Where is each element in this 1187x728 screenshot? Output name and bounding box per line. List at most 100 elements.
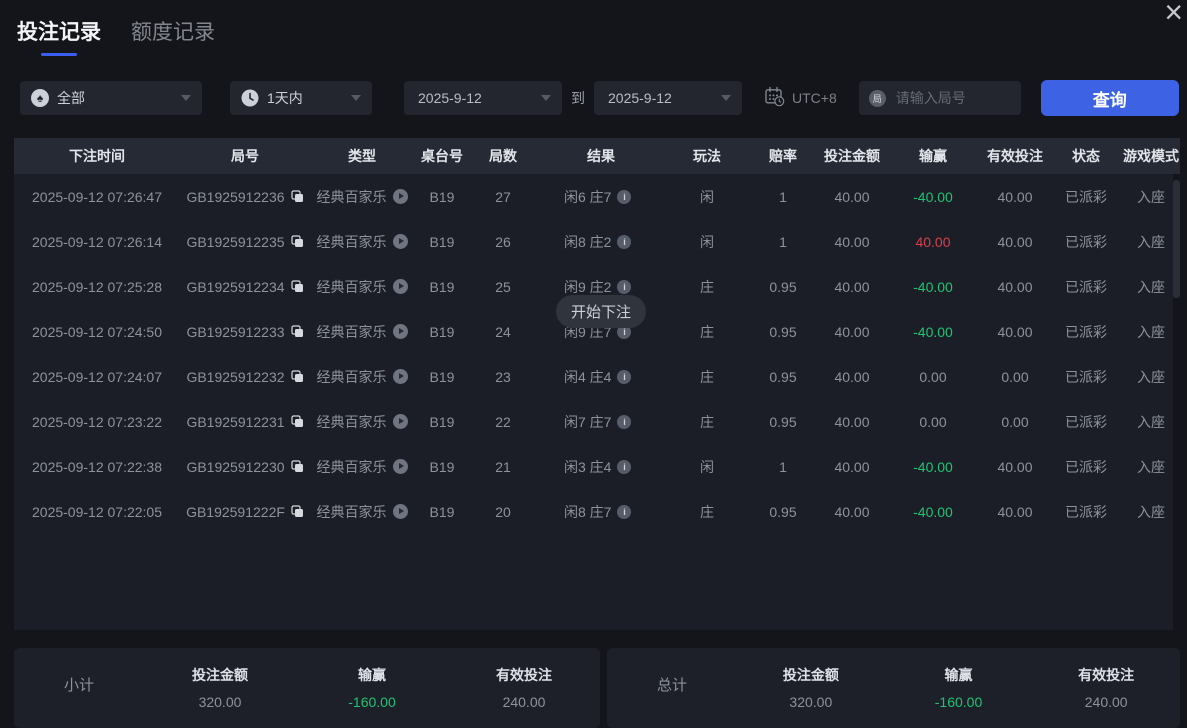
table-row: 2025-09-12 07:22:05 GB192591222F 经典百家乐 B…	[14, 489, 1180, 534]
status: 已派彩	[1065, 323, 1107, 340]
game-type: 经典百家乐	[316, 323, 387, 340]
info-icon[interactable]: i	[617, 279, 632, 294]
info-icon[interactable]: i	[617, 234, 632, 249]
video-replay-icon[interactable]	[392, 279, 408, 294]
odds: 0.95	[769, 368, 797, 385]
game-type-cell: 经典百家乐	[310, 277, 414, 297]
round-search-input[interactable]	[893, 89, 1008, 107]
date-from-picker[interactable]: 2025-9-12	[404, 81, 562, 115]
video-replay-icon[interactable]	[392, 459, 408, 474]
video-replay-icon[interactable]	[392, 369, 408, 384]
tab-bet-records[interactable]: 投注记录	[17, 16, 101, 56]
copy-icon[interactable]	[291, 505, 304, 518]
game-type: 经典百家乐	[316, 188, 387, 205]
copy-icon[interactable]	[290, 190, 304, 203]
column-header: 下注时间	[69, 148, 125, 164]
tab-quota-records[interactable]: 额度记录	[131, 16, 215, 46]
active-tab-underline	[41, 53, 77, 56]
time-range-select[interactable]: 1天内	[230, 81, 372, 115]
round-id-cell: GB1925912231	[180, 414, 310, 430]
round-id: GB1925912230	[186, 458, 285, 475]
scrollbar-track[interactable]	[1173, 174, 1180, 630]
round-id-cell: GB1925912236	[180, 189, 310, 205]
video-replay-icon[interactable]	[392, 504, 408, 519]
game-type: 经典百家乐	[316, 458, 387, 475]
info-icon[interactable]: i	[617, 414, 632, 429]
info-icon[interactable]: i	[617, 369, 632, 384]
winloss-amount: -40.00	[913, 503, 953, 520]
bet-amount: 40.00	[834, 188, 870, 205]
bet-time: 2025-09-12 07:24:50	[32, 323, 162, 340]
timezone-group: UTC+8	[764, 86, 837, 110]
game-type: 经典百家乐	[316, 278, 387, 295]
video-replay-icon[interactable]	[392, 414, 408, 429]
table-row: 2025-09-12 07:22:38 GB1925912230 经典百家乐 B…	[14, 444, 1180, 489]
winloss-amount: 0.00	[919, 368, 947, 385]
result-text: 闲6 庄7	[564, 188, 612, 205]
copy-icon[interactable]	[290, 325, 304, 338]
table-row: 2025-09-12 07:26:14 GB1925912235 经典百家乐 B…	[14, 219, 1180, 264]
subtotal-winloss-label: 输赢	[358, 667, 386, 683]
odds: 1	[779, 458, 787, 475]
copy-icon[interactable]	[290, 370, 304, 383]
subtotal-valid-bet-value: 240.00	[502, 694, 546, 710]
video-replay-icon[interactable]	[392, 324, 408, 339]
round-id-cell: GB1925912233	[180, 324, 310, 340]
tab-bar: 投注记录 额度记录	[17, 16, 215, 56]
copy-icon[interactable]	[290, 280, 304, 293]
date-from-value: 2025-9-12	[418, 90, 482, 106]
game-type-cell: 经典百家乐	[310, 367, 414, 387]
status: 已派彩	[1065, 368, 1107, 385]
bet-time: 2025-09-12 07:22:05	[32, 503, 162, 520]
info-icon[interactable]: i	[617, 189, 632, 204]
total-panel: 总计 投注金额 320.00 输赢 -160.00 有效投注 240.00	[607, 648, 1180, 728]
close-icon[interactable]: ×	[1164, 0, 1183, 30]
game-number: 24	[495, 323, 511, 340]
column-header: 结果	[587, 148, 615, 164]
play-type: 闲	[700, 188, 714, 205]
date-to-picker[interactable]: 2025-9-12	[594, 81, 742, 115]
winloss-amount: -40.00	[913, 278, 953, 295]
info-icon[interactable]: i	[617, 324, 632, 339]
copy-icon[interactable]	[290, 415, 304, 428]
game-number: 21	[495, 458, 511, 475]
round-id: GB1925912231	[186, 413, 285, 430]
table-number: B19	[429, 413, 455, 430]
column-header: 有效投注	[987, 148, 1043, 164]
round-id-cell: GB192591222F	[180, 504, 310, 520]
info-icon[interactable]: i	[617, 459, 632, 474]
subtotal-bet-amount-label: 投注金额	[192, 667, 248, 683]
bet-amount: 40.00	[834, 278, 870, 295]
valid-bet: 40.00	[997, 233, 1033, 250]
play-type: 闲	[700, 458, 714, 475]
status: 已派彩	[1065, 413, 1107, 430]
game-type-cell: 经典百家乐	[310, 502, 414, 522]
copy-icon[interactable]	[290, 460, 304, 473]
table-row: 2025-09-12 07:24:50 GB1925912233 经典百家乐 B…	[14, 309, 1180, 354]
status: 已派彩	[1065, 458, 1107, 475]
bet-time: 2025-09-12 07:25:28	[32, 278, 162, 295]
valid-bet: 0.00	[1001, 413, 1029, 430]
winloss-amount: -40.00	[913, 188, 953, 205]
column-header: 投注金额	[824, 148, 880, 164]
table-number: B19	[429, 323, 455, 340]
game-type-select[interactable]: ♠ 全部	[20, 81, 202, 115]
game-mode: 入座	[1137, 323, 1165, 340]
status: 已派彩	[1065, 233, 1107, 250]
video-replay-icon[interactable]	[392, 189, 408, 204]
valid-bet: 40.00	[997, 278, 1033, 295]
info-icon[interactable]: i	[617, 504, 632, 519]
subtotal-panel: 小计 投注金额 320.00 输赢 -160.00 有效投注 240.00	[14, 648, 600, 728]
bet-amount: 40.00	[834, 323, 870, 340]
winloss-amount: 40.00	[915, 233, 951, 250]
video-replay-icon[interactable]	[392, 234, 408, 249]
game-mode: 入座	[1137, 278, 1165, 295]
query-button[interactable]: 查询	[1040, 80, 1179, 116]
subtotal-label: 小计	[63, 677, 94, 694]
odds: 0.95	[769, 323, 797, 340]
chevron-down-icon	[541, 95, 551, 101]
scrollbar-thumb[interactable]	[1173, 180, 1180, 298]
total-valid-bet: 有效投注 240.00	[1032, 648, 1180, 728]
copy-icon[interactable]	[290, 235, 304, 248]
bet-amount: 40.00	[834, 413, 870, 430]
